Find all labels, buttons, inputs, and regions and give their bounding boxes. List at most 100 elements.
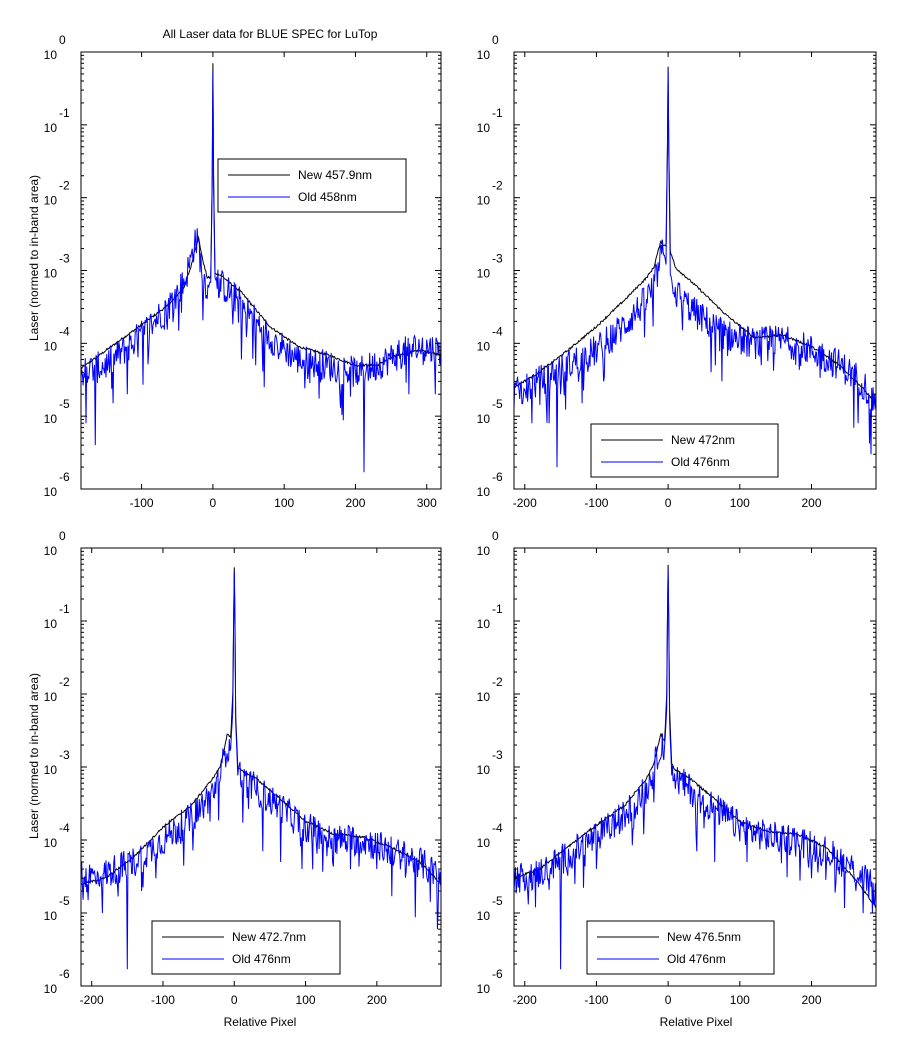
legend-box <box>217 158 407 213</box>
figure-title: All Laser data for BLUE SPEC for LuTop <box>163 27 378 41</box>
x-tick-label: -100 <box>584 496 608 510</box>
legend: New 472nm Old 476nm <box>590 423 779 478</box>
legend-label: Old 476nm <box>671 455 730 469</box>
y-tick-label-exponent: -1 <box>492 106 503 120</box>
subplot-4: -200 -100 0 100 20010-610-510-410-310-210-11… <box>477 529 877 1007</box>
y-tick-label-exponent: -2 <box>492 675 503 689</box>
y-tick-label-base: 10 <box>44 763 58 777</box>
y-tick-label-exponent: -6 <box>59 967 70 981</box>
x-tick-label: 0 <box>231 993 238 1007</box>
legend-label: New 472nm <box>671 433 735 447</box>
subplot-1: -100 0 100 200 30010-610-510-410-310-210-110… <box>44 33 442 510</box>
series-line-new <box>514 564 876 909</box>
y-tick-label-exponent: 0 <box>492 529 499 543</box>
y-tick-label-exponent: -4 <box>59 324 70 338</box>
legend-label: Old 476nm <box>667 952 726 966</box>
legend-label: Old 458nm <box>298 190 357 204</box>
legend-box <box>590 423 779 478</box>
y-tick-label-exponent: -4 <box>492 821 503 835</box>
x-tick-label: 200 <box>367 993 387 1007</box>
y-tick-label-exponent: -5 <box>492 397 503 411</box>
y-tick-label-exponent: -4 <box>59 821 70 835</box>
y-tick-label-exponent: -3 <box>59 748 70 762</box>
y-tick-label-base: 10 <box>44 267 58 281</box>
series-line-old <box>514 68 876 468</box>
plot-area <box>514 52 876 489</box>
y-tick-label-base: 10 <box>44 339 58 353</box>
series-line-old <box>514 568 876 970</box>
x-tick-label: 0 <box>210 496 217 510</box>
legend-label: New 472.7nm <box>232 930 306 944</box>
subplot-3: -200 -100 0 100 20010-610-510-410-310-210-11… <box>44 529 442 1007</box>
x-tick-label: 300 <box>417 496 437 510</box>
y-tick-label-exponent: 0 <box>59 529 66 543</box>
x-tick-label: -100 <box>130 496 154 510</box>
x-tick-label: -200 <box>513 496 537 510</box>
x-axis-label-left: Relative Pixel <box>224 1015 297 1029</box>
subplot-2: -200 -100 0 100 20010-610-510-410-310-210-11… <box>477 33 877 510</box>
legend-label: New 457.9nm <box>298 168 372 182</box>
x-tick-label: 200 <box>801 993 821 1007</box>
x-tick-label: -100 <box>584 993 608 1007</box>
x-axis-label-right: Relative Pixel <box>660 1015 733 1029</box>
y-tick-label-exponent: -3 <box>492 252 503 266</box>
y-tick-label-base: 10 <box>44 909 58 923</box>
x-tick-label: 100 <box>274 496 294 510</box>
y-tick-label-base: 10 <box>44 982 58 996</box>
x-tick-label: 100 <box>296 993 316 1007</box>
x-tick-label: 100 <box>730 496 750 510</box>
legend: New 457.9nm Old 458nm <box>217 158 407 213</box>
y-tick-label-exponent: -2 <box>59 179 70 193</box>
x-tick-label: 100 <box>730 993 750 1007</box>
subplots: -100 0 100 200 30010-610-510-410-310-210-110… <box>44 33 877 1007</box>
y-tick-label-base: 10 <box>44 836 58 850</box>
x-tick-label: -100 <box>151 993 175 1007</box>
y-tick-label-exponent: -2 <box>492 179 503 193</box>
y-tick-label-base: 10 <box>477 617 491 631</box>
y-axis-label-top: Laser (normed to in-band area) <box>27 175 41 341</box>
x-tick-label: 200 <box>801 496 821 510</box>
y-tick-label-exponent: -5 <box>59 397 70 411</box>
legend: New 476.5nm Old 476nm <box>586 920 775 975</box>
y-tick-label-base: 10 <box>44 617 58 631</box>
y-tick-label-exponent: 0 <box>492 33 499 47</box>
y-tick-label-exponent: -1 <box>59 602 70 616</box>
y-tick-label-exponent: -4 <box>492 324 503 338</box>
y-tick-label-base: 10 <box>477 194 491 208</box>
y-tick-label-exponent: -1 <box>59 106 70 120</box>
y-tick-label-base: 10 <box>477 982 491 996</box>
y-tick-label-base: 10 <box>477 763 491 777</box>
y-tick-label-base: 10 <box>44 412 58 426</box>
y-tick-label-exponent: -6 <box>492 967 503 981</box>
y-tick-label-base: 10 <box>477 412 491 426</box>
y-tick-label-exponent: -3 <box>59 252 70 266</box>
y-tick-label-exponent: -1 <box>492 602 503 616</box>
y-tick-label-exponent: -5 <box>59 894 70 908</box>
legend-box <box>151 920 341 975</box>
y-tick-label-base: 10 <box>477 48 491 62</box>
y-tick-label-exponent: -2 <box>59 675 70 689</box>
y-axis-label-bottom: Laser (normed to in-band area) <box>27 673 41 839</box>
series-line-old <box>81 571 441 970</box>
y-tick-label-base: 10 <box>44 485 58 499</box>
y-tick-label-base: 10 <box>477 690 491 704</box>
y-tick-label-exponent: -6 <box>492 470 503 484</box>
legend-label: Old 476nm <box>232 952 291 966</box>
y-tick-label-base: 10 <box>44 194 58 208</box>
plot-area <box>81 548 441 986</box>
series-line-old <box>81 71 441 473</box>
x-tick-label: 0 <box>665 496 672 510</box>
y-tick-label-base: 10 <box>477 485 491 499</box>
y-tick-label-exponent: 0 <box>59 33 66 47</box>
y-tick-label-base: 10 <box>477 909 491 923</box>
x-tick-label: -200 <box>513 993 537 1007</box>
series-line-new <box>514 66 876 404</box>
x-tick-label: 0 <box>665 993 672 1007</box>
legend-label: New 476.5nm <box>667 930 741 944</box>
y-tick-label-base: 10 <box>44 48 58 62</box>
y-tick-label-base: 10 <box>44 690 58 704</box>
y-tick-label-base: 10 <box>477 544 491 558</box>
y-tick-label-exponent: -6 <box>59 470 70 484</box>
y-tick-label-base: 10 <box>477 836 491 850</box>
